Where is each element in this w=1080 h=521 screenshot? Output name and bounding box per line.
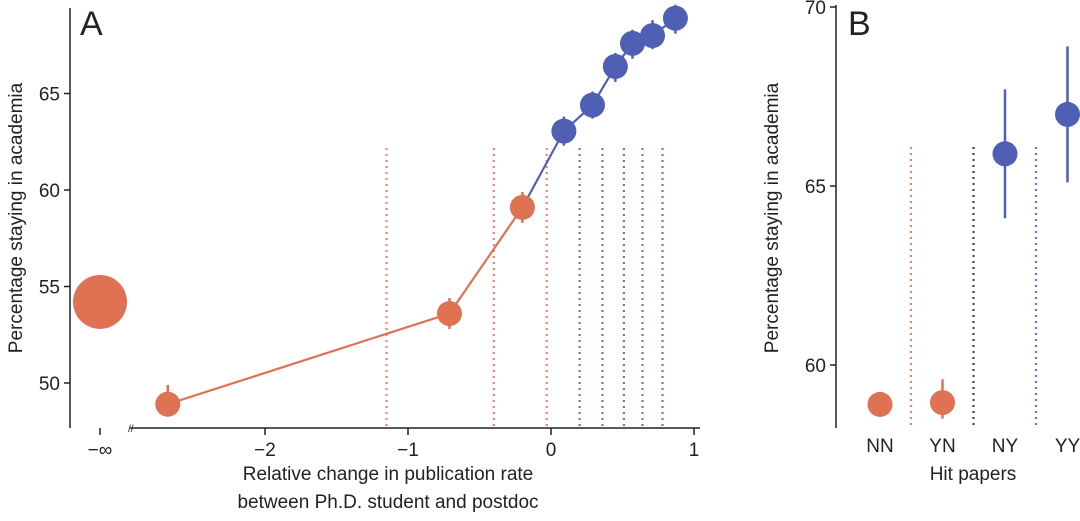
x-tick-label: −1 bbox=[397, 440, 419, 461]
neg-inf-tick-label: −∞ bbox=[88, 440, 113, 461]
category-label: YN bbox=[929, 436, 955, 457]
panel-b-xlabel: Hit papers bbox=[930, 464, 1017, 485]
y-tick-label: 65 bbox=[805, 177, 826, 198]
y-tick-label: 60 bbox=[805, 356, 826, 377]
panel-b-label: B bbox=[848, 5, 871, 43]
data-point bbox=[155, 391, 181, 417]
y-tick-label: 50 bbox=[39, 374, 60, 395]
data-point bbox=[662, 5, 688, 31]
data-point bbox=[620, 30, 646, 56]
data-point bbox=[930, 390, 955, 416]
neg-inf-data-point bbox=[73, 274, 127, 329]
y-tick-label: 60 bbox=[39, 181, 60, 202]
data-point bbox=[640, 23, 666, 49]
series-line-segment bbox=[448, 206, 524, 315]
data-point bbox=[602, 53, 628, 79]
y-tick-label: 65 bbox=[39, 85, 60, 106]
panel-a-xlabel-line1: Relative change in publication rate bbox=[243, 464, 533, 485]
category-label: YY bbox=[1055, 436, 1080, 457]
data-point bbox=[867, 391, 893, 417]
y-tick-label: 55 bbox=[39, 278, 60, 299]
category-label: NY bbox=[992, 436, 1019, 457]
y-tick-label: 70 bbox=[805, 0, 826, 19]
x-tick-label: 0 bbox=[546, 440, 557, 461]
panel-a-xlabel-line2: between Ph.D. student and postdoc bbox=[237, 492, 538, 513]
series-line-segment bbox=[167, 312, 450, 406]
axis-break-mark: // bbox=[128, 424, 134, 435]
panel-a-ylabel: Percentage staying in academia bbox=[6, 82, 27, 353]
data-point bbox=[551, 118, 577, 144]
data-point bbox=[1055, 101, 1080, 127]
x-tick-label: 1 bbox=[689, 440, 700, 461]
series-line-segment bbox=[521, 130, 565, 208]
data-point bbox=[436, 301, 462, 327]
category-label: NN bbox=[866, 436, 893, 457]
panel-b-ylabel: Percentage staying in academia bbox=[762, 82, 783, 353]
x-tick-label: −2 bbox=[254, 440, 276, 461]
data-point bbox=[992, 141, 1018, 167]
data-point bbox=[509, 194, 535, 220]
data-point bbox=[579, 92, 605, 118]
panel-a-label: A bbox=[80, 5, 103, 43]
